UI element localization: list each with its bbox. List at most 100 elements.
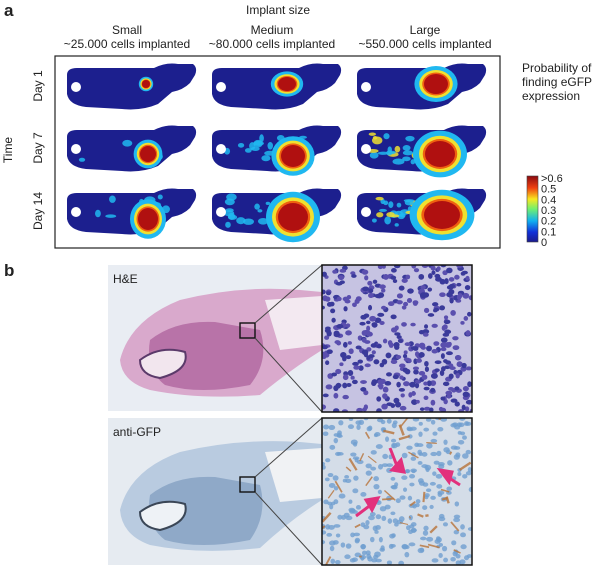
cell <box>385 436 389 442</box>
cell <box>379 537 383 543</box>
cell <box>391 268 397 273</box>
cell <box>339 362 343 366</box>
cell <box>404 552 409 558</box>
cell <box>411 457 417 461</box>
cell <box>334 331 340 336</box>
cell <box>460 431 465 435</box>
cell <box>407 288 414 293</box>
cell <box>394 332 400 336</box>
cell <box>332 270 337 274</box>
cell <box>329 302 334 307</box>
cell <box>430 496 436 500</box>
cell <box>396 382 401 388</box>
cell <box>436 451 441 456</box>
cell <box>325 360 329 365</box>
cell <box>362 287 369 292</box>
cell <box>431 420 435 425</box>
cell <box>448 363 453 367</box>
cell <box>362 349 368 355</box>
cell <box>430 452 437 456</box>
cell <box>425 493 430 497</box>
colorbar <box>527 176 538 242</box>
cell <box>346 543 352 548</box>
cell <box>371 558 377 562</box>
cell <box>424 361 429 367</box>
cell <box>422 374 428 379</box>
heat-spot <box>257 209 262 212</box>
heat-spot <box>384 216 391 224</box>
cell <box>370 467 376 471</box>
heat-spot <box>138 208 158 230</box>
cell <box>386 353 392 359</box>
cell <box>329 445 335 450</box>
cell <box>407 298 412 303</box>
cell <box>345 330 352 335</box>
cell <box>366 355 370 360</box>
cell <box>360 380 367 384</box>
panel-label: a <box>4 1 14 20</box>
cell <box>413 370 419 375</box>
cell <box>425 367 429 372</box>
cell <box>404 350 408 354</box>
cell <box>401 322 407 327</box>
cell <box>411 263 416 268</box>
cell <box>422 452 428 457</box>
cell <box>350 532 355 537</box>
cell <box>468 527 474 531</box>
heat-spot <box>254 204 260 210</box>
cell <box>364 314 370 318</box>
cell <box>465 422 471 426</box>
eye <box>361 82 371 92</box>
cell <box>391 360 398 364</box>
cell <box>331 318 335 323</box>
row-label: Day 14 <box>31 192 45 230</box>
cell <box>463 386 469 391</box>
cell <box>323 432 329 436</box>
cell <box>436 536 441 541</box>
cell <box>434 461 440 465</box>
cell <box>326 533 332 537</box>
cell <box>455 355 461 360</box>
heat-spot <box>372 218 377 222</box>
heat-spot <box>386 150 392 155</box>
cell <box>343 479 347 483</box>
cell <box>371 450 377 455</box>
cell <box>444 330 451 334</box>
cell <box>418 274 424 280</box>
cell <box>366 550 371 555</box>
cell <box>442 325 446 331</box>
cell <box>325 296 331 301</box>
cell <box>395 325 399 330</box>
cell <box>373 280 378 284</box>
heat-spot <box>404 199 415 202</box>
stain <box>450 452 451 455</box>
cell <box>421 346 426 350</box>
cell <box>331 373 337 377</box>
cell <box>376 444 383 449</box>
colorbar-title: expression <box>522 89 580 103</box>
heat-spot <box>424 74 448 94</box>
cell <box>462 435 467 439</box>
cell <box>415 351 419 357</box>
heat-spot <box>105 214 116 218</box>
heat-spot <box>259 134 264 142</box>
stain <box>423 492 424 502</box>
cell <box>373 476 379 481</box>
cell <box>368 515 375 520</box>
cell <box>339 494 346 499</box>
cell <box>356 424 360 430</box>
heat-spot <box>369 132 376 135</box>
cell <box>353 476 358 481</box>
cell <box>356 346 362 350</box>
cell <box>381 306 386 310</box>
cell <box>375 294 381 298</box>
heatmap <box>67 126 196 172</box>
cell <box>421 464 428 468</box>
cell <box>446 351 453 355</box>
cell <box>462 453 469 459</box>
cell <box>424 387 430 391</box>
cell <box>386 402 392 406</box>
cell <box>381 288 385 292</box>
cell <box>418 478 424 483</box>
heat-spot <box>109 196 116 203</box>
